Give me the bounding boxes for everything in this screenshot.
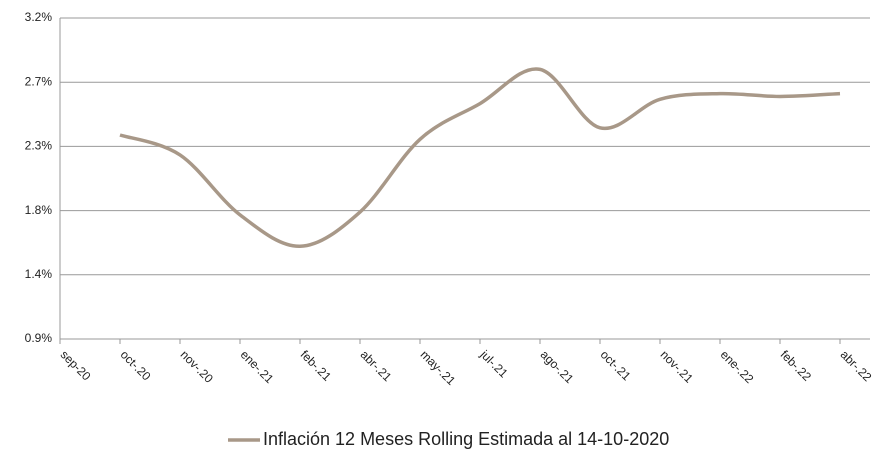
x-tick-label: ene-.21 <box>238 347 277 386</box>
y-tick-label: 0.9% <box>25 331 53 345</box>
x-tick-label: feb-.22 <box>778 347 815 384</box>
x-tick-label: sep-20 <box>58 347 94 383</box>
x-tick-label: oct-.20 <box>118 347 154 383</box>
x-tick-label: ene-.22 <box>718 347 757 386</box>
x-tick-label: oct-.21 <box>598 347 634 383</box>
x-tick-label: feb-.21 <box>298 347 335 384</box>
x-tick-label: nov-.21 <box>658 347 696 385</box>
x-tick-label: abr-.21 <box>358 347 395 384</box>
x-tick-label: nov-.20 <box>178 347 216 385</box>
y-tick-label: 1.8% <box>25 203 53 217</box>
x-tick-label: ago-.21 <box>538 347 577 386</box>
legend-label: Inflación 12 Meses Rolling Estimada al 1… <box>263 429 669 449</box>
y-tick-label: 1.4% <box>25 267 53 281</box>
y-tick-label: 3.2% <box>25 10 53 24</box>
x-tick-label: jul-.21 <box>477 347 511 381</box>
x-tick-label: abr-.22 <box>838 347 872 384</box>
series-line <box>119 67 841 249</box>
y-tick-label: 2.3% <box>25 139 53 153</box>
y-tick-label: 2.7% <box>25 74 53 88</box>
x-tick-label: may-.21 <box>418 347 459 388</box>
